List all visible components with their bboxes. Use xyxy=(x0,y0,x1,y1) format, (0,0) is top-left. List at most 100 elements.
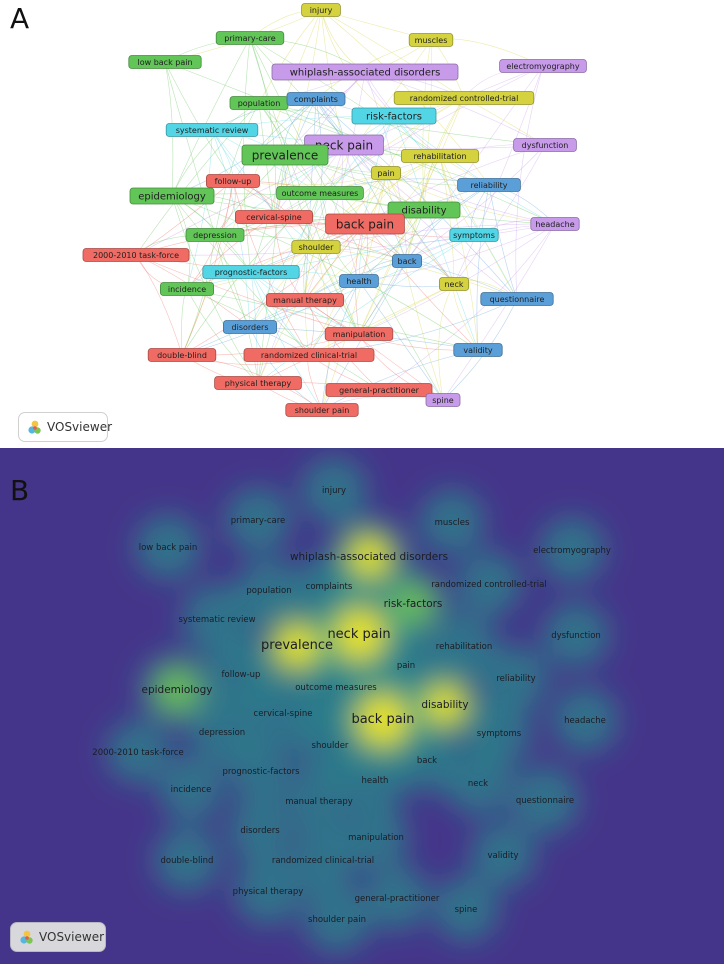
node-electromyography[interactable]: electromyography xyxy=(499,59,587,73)
density-label-rct-controlled: randomized controlled-trial xyxy=(431,580,546,590)
node-muscles[interactable]: muscles xyxy=(408,33,454,47)
density-blob-muscles xyxy=(419,489,485,555)
node-shoulder-pain[interactable]: shoulder pain xyxy=(285,403,359,417)
node-low-back-pain[interactable]: low back pain xyxy=(128,55,202,69)
node-label-text: low back pain xyxy=(137,58,192,67)
network-link xyxy=(164,61,216,236)
density-blob-rct-controlled xyxy=(456,551,522,617)
node-label-box xyxy=(276,186,364,200)
network-link xyxy=(258,102,275,218)
density-label-health: health xyxy=(362,776,389,786)
node-label-text: symptoms xyxy=(453,231,495,240)
network-link xyxy=(250,271,310,356)
node-risk-factors[interactable]: risk-factors xyxy=(351,107,437,125)
node-incidence[interactable]: incidence xyxy=(159,282,214,296)
node-physical-therapy[interactable]: physical therapy xyxy=(214,376,302,390)
node-label-text: spine xyxy=(432,396,454,405)
density-blob-questionnaire xyxy=(510,765,580,835)
node-reliability[interactable]: reliability xyxy=(457,178,521,192)
node-symptoms[interactable]: symptoms xyxy=(449,228,499,242)
node-complaints[interactable]: complaints xyxy=(286,92,346,106)
node-epidemiology[interactable]: epidemiology xyxy=(129,187,215,205)
node-outcome-measures[interactable]: outcome measures xyxy=(276,186,364,200)
node-neck[interactable]: neck xyxy=(438,277,469,291)
node-rct-controlled[interactable]: randomized controlled-trial xyxy=(393,91,535,105)
node-shoulder[interactable]: shoulder xyxy=(291,240,341,254)
density-label-general-practitioner: general-practitioner xyxy=(355,894,440,904)
node-headache[interactable]: headache xyxy=(530,217,580,231)
node-label-text: physical therapy xyxy=(225,379,292,388)
network-link xyxy=(211,129,360,335)
node-task-force[interactable]: 2000-2010 task-force xyxy=(82,248,190,262)
node-health[interactable]: health xyxy=(339,274,379,288)
density-blob-validity xyxy=(470,822,536,888)
density-label-validity: validity xyxy=(487,851,518,861)
node-label-box xyxy=(325,383,433,397)
node-systematic-review[interactable]: systematic review xyxy=(165,123,259,137)
density-blob-back xyxy=(395,728,459,792)
node-label-text: whiplash-associated disorders xyxy=(290,68,441,79)
density-label-follow-up: follow-up xyxy=(222,670,261,680)
density-label-primary-care: primary-care xyxy=(231,516,286,526)
node-label-box xyxy=(339,274,379,288)
network-link xyxy=(214,234,259,384)
node-questionnaire[interactable]: questionnaire xyxy=(480,292,554,306)
node-disorders[interactable]: disorders xyxy=(222,320,277,334)
node-label-box xyxy=(324,327,394,341)
density-label-spine: spine xyxy=(455,905,478,915)
network-link xyxy=(186,288,380,391)
network-link xyxy=(186,234,475,290)
node-label-text: outcome measures xyxy=(282,189,359,198)
network-link xyxy=(358,223,556,282)
density-label-population: population xyxy=(246,586,291,596)
node-rct-clinical[interactable]: randomized clinical-trial xyxy=(243,348,375,362)
network-link xyxy=(249,37,387,174)
node-general-practitioner[interactable]: general-practitioner xyxy=(325,383,433,397)
node-manipulation[interactable]: manipulation xyxy=(324,327,394,341)
network-link xyxy=(135,254,183,356)
node-whiplash[interactable]: whiplash-associated disorders xyxy=(271,63,459,81)
density-blob-manipulation xyxy=(343,804,409,870)
node-disability[interactable]: disability xyxy=(387,201,461,219)
node-cervical-spine[interactable]: cervical-spine xyxy=(234,210,313,224)
node-prognostic-factors[interactable]: prognostic-factors xyxy=(202,265,300,279)
node-label-text: questionnaire xyxy=(490,295,545,304)
node-prevalence[interactable]: prevalence xyxy=(241,144,329,166)
node-back-pain[interactable]: back pain xyxy=(325,213,405,235)
node-manual-therapy[interactable]: manual therapy xyxy=(265,293,344,307)
node-pain[interactable]: pain xyxy=(370,166,401,180)
network-graph: injury primary-care muscles low back pain wh… xyxy=(82,3,587,417)
network-link xyxy=(181,234,216,356)
density-label-electromyography: electromyography xyxy=(533,546,611,556)
node-injury[interactable]: injury xyxy=(301,3,341,17)
network-link xyxy=(304,172,387,301)
network-link xyxy=(284,154,317,248)
node-label-box xyxy=(222,320,277,334)
node-back[interactable]: back xyxy=(391,254,422,268)
node-label-text: population xyxy=(238,99,281,108)
node-validity[interactable]: validity xyxy=(453,343,503,357)
node-label-box xyxy=(387,201,461,219)
network-link xyxy=(358,209,425,335)
network-link xyxy=(453,144,546,285)
node-label-box xyxy=(425,393,461,407)
node-spine[interactable]: spine xyxy=(425,393,461,407)
density-label-back-pain: back pain xyxy=(351,712,414,727)
node-depression[interactable]: depression xyxy=(185,228,245,242)
node-label-text: shoulder pain xyxy=(295,406,350,415)
density-blob-outcome-measures xyxy=(302,653,370,721)
node-follow-up[interactable]: follow-up xyxy=(205,174,260,188)
network-link xyxy=(406,144,546,262)
vosviewer-logo-icon xyxy=(28,420,41,434)
node-label-box xyxy=(205,174,260,188)
density-label-pain: pain xyxy=(397,661,415,671)
density-label-prognostic-factors: prognostic-factors xyxy=(222,767,300,777)
node-population[interactable]: population xyxy=(229,96,289,110)
network-link xyxy=(249,234,475,328)
node-double-blind[interactable]: double-blind xyxy=(147,348,217,362)
vosviewer-logo-icon xyxy=(20,930,33,944)
node-rehabilitation[interactable]: rehabilitation xyxy=(400,149,479,163)
network-link xyxy=(358,155,441,335)
node-primary-care[interactable]: primary-care xyxy=(215,31,285,45)
node-dysfunction[interactable]: dysfunction xyxy=(513,138,577,152)
